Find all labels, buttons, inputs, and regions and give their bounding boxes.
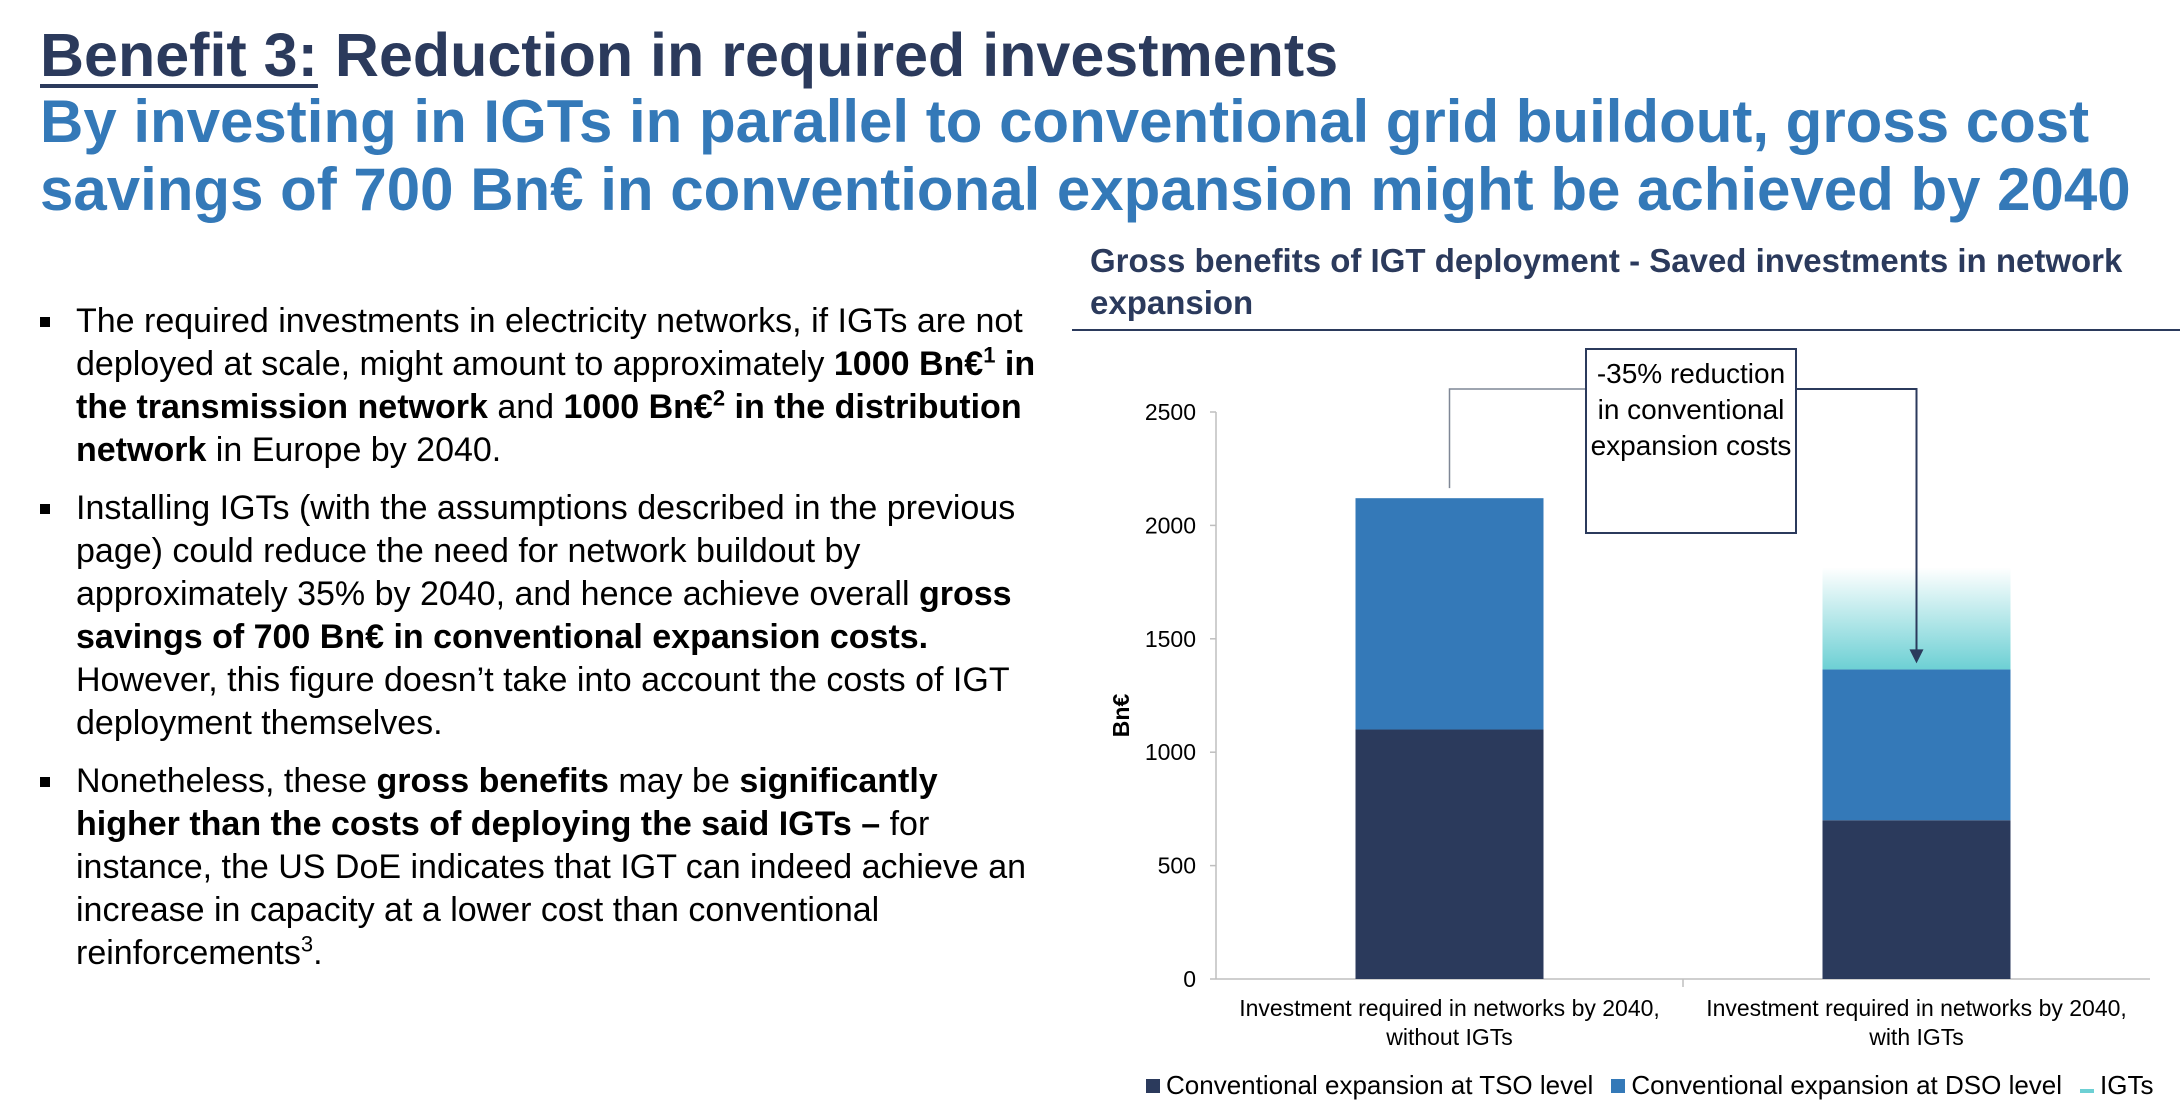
bullet-text: and [487, 388, 564, 426]
page-title: Benefit 3: Reduction in required investm… [40, 20, 2160, 90]
y-tick-label: 500 [1158, 853, 1196, 879]
y-tick-label: 0 [1183, 966, 1196, 992]
bullet-text: The required investments in electricity … [76, 302, 1023, 383]
bullet-text: Installing IGTs (with the assumptions de… [76, 489, 1016, 613]
reduction-arrows [1448, 388, 1924, 664]
bullet-text: 1000 Bn€ [563, 388, 713, 426]
bar-segment-conventional-expansion-at-dso-level [1355, 498, 1544, 730]
bullet-text: gross benefits [376, 762, 609, 800]
title-text: Reduction in required investments [317, 21, 1339, 89]
left-connector [1448, 388, 1587, 489]
y-tick-label: 1500 [1145, 626, 1196, 652]
x-category-label: Investment required in networks by 2040, [1239, 995, 1660, 1021]
right-connector [1797, 388, 1918, 654]
y-tick-label: 1000 [1145, 739, 1196, 765]
chart-title-divider [1072, 329, 2180, 331]
bullet-text: in the transmission network [76, 345, 1036, 426]
y-tick-label: 2500 [1145, 399, 1196, 425]
legend-label: Conventional expansion at DSO level [1631, 1070, 2063, 1100]
bullet-text: 3 [300, 931, 314, 957]
bullet-text: may be [608, 762, 740, 800]
bullet-text: in Europe by 2040. [206, 431, 502, 469]
y-axis-label: Bn€ [1108, 694, 1134, 738]
bullet-text: However, this figure doesn’t take into a… [76, 661, 1009, 742]
down-arrow-icon [1909, 649, 1924, 664]
bullet-text: 2 [712, 385, 726, 411]
bullet-list: The required investments in electricity … [40, 300, 1040, 990]
legend-item: Conventional expansion at DSO level [1611, 1070, 2062, 1101]
bullet-marker [40, 317, 50, 327]
bullet-item: Installing IGTs (with the assumptions de… [40, 487, 1040, 745]
legend-swatch [1611, 1078, 1626, 1093]
legend-item: Conventional expansion at TSO level [1146, 1070, 1593, 1101]
legend-swatch [1146, 1078, 1160, 1093]
bullet-text: 1000 Bn€ [833, 345, 984, 383]
bar-segment-conventional-expansion-at-tso-level [1822, 820, 2011, 979]
chart-legend: Conventional expansion at TSO level Conve… [1146, 1070, 2154, 1101]
legend-label: IGTs [2100, 1070, 2154, 1100]
bars [1355, 498, 2011, 979]
bullet-text: for instance, the US DoE indicates that … [76, 805, 1027, 972]
x-category-label: Investment required in networks by 2040, [1706, 995, 2127, 1021]
title-block: Benefit 3: Reduction in required investm… [40, 20, 2160, 224]
legend-item: IGTs [2080, 1070, 2154, 1101]
bullet-marker [40, 504, 50, 514]
bar-segment-conventional-expansion-at-tso-level [1355, 729, 1544, 979]
chart-title: Gross benefits of IGT deployment - Saved… [1090, 242, 2123, 321]
bullet-item: The required investments in electricity … [40, 300, 1040, 472]
bullet-text: Nonetheless, these [76, 762, 377, 800]
legend-label: Conventional expansion at TSO level [1166, 1070, 1594, 1100]
legend-swatch [2080, 1088, 2095, 1093]
reduction-callout: -35% reduction in conventional expansion… [1585, 348, 1797, 534]
bullet-marker [40, 777, 50, 787]
bullet-text: 1 [983, 342, 996, 368]
page-subtitle: By investing in IGTs in parallel to conv… [40, 88, 2131, 223]
bullet-item: Nonetheless, these gross benefits may be… [40, 760, 1040, 975]
benefit-label: Benefit 3: [40, 21, 318, 89]
x-category-label: without IGTs [1385, 1024, 1513, 1050]
x-category-label: with IGTs [1868, 1024, 1964, 1050]
y-tick-label: 2000 [1145, 512, 1196, 538]
bullet-text: in the distribution network [76, 388, 1022, 469]
axes: 0 500 1000 1500 2000 2500 Bn€ Investment requir… [1108, 399, 2150, 1050]
bullet-text: . [313, 934, 323, 972]
bar-segment-conventional-expansion-at-dso-level [1822, 669, 2011, 821]
bullet-text: gross savings of 700 Bn€ in conventional… [76, 575, 1012, 656]
bullet-text: significantly higher than the costs of d… [76, 762, 938, 843]
